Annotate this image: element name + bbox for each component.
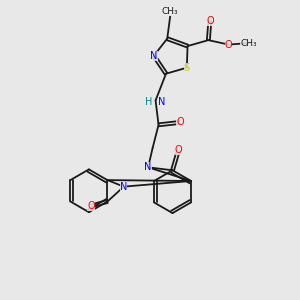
Text: CH₃: CH₃ <box>162 7 178 16</box>
Text: S: S <box>184 63 190 73</box>
Text: O: O <box>176 117 184 128</box>
Text: N: N <box>145 162 152 172</box>
Text: CH₃: CH₃ <box>241 39 257 48</box>
Text: H: H <box>146 97 153 106</box>
Text: O: O <box>175 145 182 155</box>
Text: N: N <box>158 97 165 106</box>
Text: O: O <box>225 40 232 50</box>
Text: N: N <box>150 51 158 61</box>
Text: N: N <box>120 182 127 192</box>
Text: O: O <box>87 201 95 211</box>
Text: O: O <box>206 16 214 26</box>
